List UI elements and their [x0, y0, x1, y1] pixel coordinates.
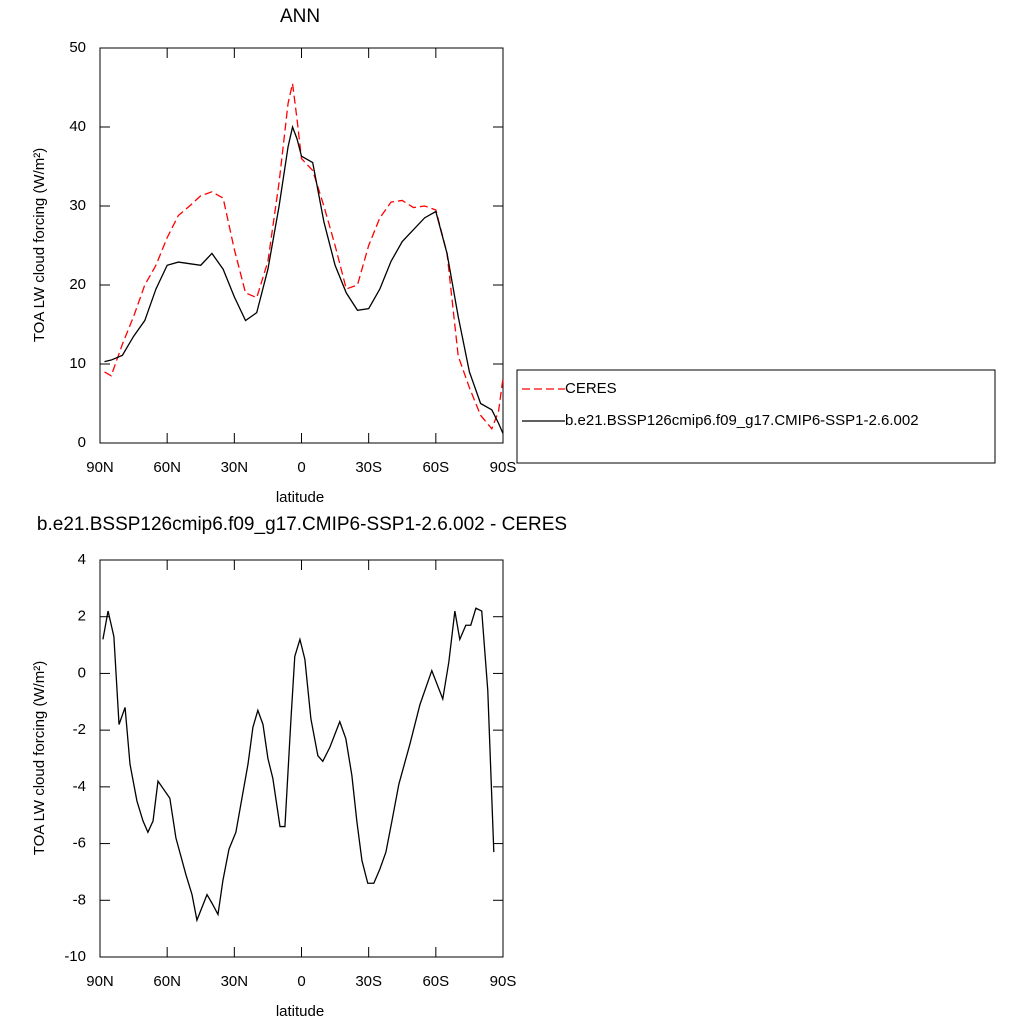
y-tick-label: 40: [69, 118, 86, 135]
x-tick-label: 90S: [490, 973, 517, 990]
legend-label: b.e21.BSSP126cmip6.f09_g17.CMIP6-SSP1-2.…: [565, 412, 919, 429]
legend-label: CERES: [565, 380, 617, 397]
y-tick-label: -10: [64, 948, 86, 965]
x-tick-label: 90N: [86, 973, 114, 990]
x-tick-label: 60N: [153, 973, 181, 990]
plot-frame: [99, 559, 504, 958]
x-tick-label: 0: [297, 973, 305, 990]
data-line: [102, 607, 495, 923]
y-tick-label: -4: [73, 778, 86, 795]
y-tick-label: 30: [69, 197, 86, 214]
x-tick-label: 30S: [355, 459, 382, 476]
x-axis-label: latitude: [276, 489, 324, 506]
y-axis-label: TOA LW cloud forcing (W/m²): [31, 148, 48, 342]
y-tick-label: 0: [78, 434, 86, 451]
y-tick-label: 2: [78, 608, 86, 625]
x-axis-label: latitude: [276, 1003, 324, 1020]
y-tick-label: 20: [69, 276, 86, 293]
x-tick-label: 30N: [221, 973, 249, 990]
y-tick-label: -2: [73, 721, 86, 738]
x-tick-label: 60S: [422, 459, 449, 476]
x-tick-label: 90N: [86, 459, 114, 476]
x-tick-label: 0: [297, 459, 305, 476]
y-tick-label: 50: [69, 39, 86, 56]
x-tick-label: 30N: [221, 459, 249, 476]
plot-frame: [99, 47, 504, 444]
data-line: [104, 124, 504, 434]
y-axis-label: TOA LW cloud forcing (W/m²): [31, 661, 48, 855]
x-tick-label: 90S: [490, 459, 517, 476]
x-tick-label: 60N: [153, 459, 181, 476]
y-tick-label: -6: [73, 835, 86, 852]
x-tick-label: 60S: [422, 973, 449, 990]
legend-box: [516, 369, 996, 464]
chart-title: ANN: [280, 6, 320, 27]
y-tick-label: 4: [78, 551, 86, 568]
y-tick-label: -8: [73, 891, 86, 908]
x-tick-label: 30S: [355, 973, 382, 990]
chart-title: b.e21.BSSP126cmip6.f09_g17.CMIP6-SSP1-2.…: [37, 514, 567, 535]
y-tick-label: 10: [69, 355, 86, 372]
data-line: [104, 83, 504, 431]
y-tick-label: 0: [78, 664, 86, 681]
